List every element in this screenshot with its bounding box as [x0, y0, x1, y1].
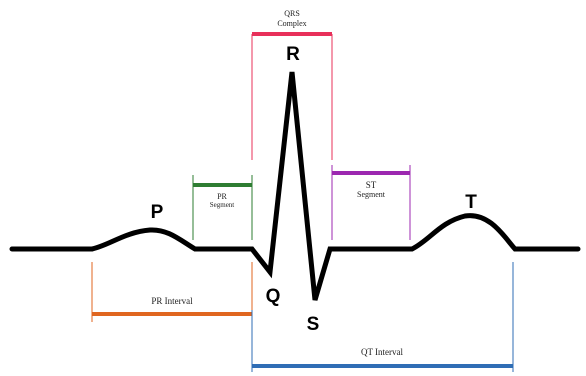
pr-interval-bracket: PR Interval: [91, 262, 253, 322]
r-wave-label: R: [286, 44, 300, 65]
q-wave-label: Q: [266, 286, 281, 307]
t-wave-label: T: [465, 192, 477, 213]
pr-segment-bracket: PR Segment: [192, 175, 253, 240]
pr-interval-label: PR Interval: [151, 296, 193, 306]
pr-segment-label-line1: PR: [217, 192, 227, 201]
pr-segment-label-line2: Segment: [210, 201, 235, 209]
ecg-trace: [9, 71, 581, 301]
st-segment-bracket: ST Segment: [331, 165, 411, 240]
qrs-label-line2: Complex: [277, 19, 306, 28]
qrs-label-line1: QRS: [284, 9, 300, 18]
qt-interval-label: QT Interval: [361, 347, 404, 357]
st-segment-label-line1: ST: [366, 180, 377, 190]
st-segment-label-line2: Segment: [357, 190, 386, 199]
s-wave-label: S: [307, 314, 320, 335]
qrs-complex-bracket: QRS Complex: [251, 9, 333, 160]
qt-interval-bracket: QT Interval: [251, 262, 514, 372]
p-wave-label: P: [151, 202, 164, 223]
